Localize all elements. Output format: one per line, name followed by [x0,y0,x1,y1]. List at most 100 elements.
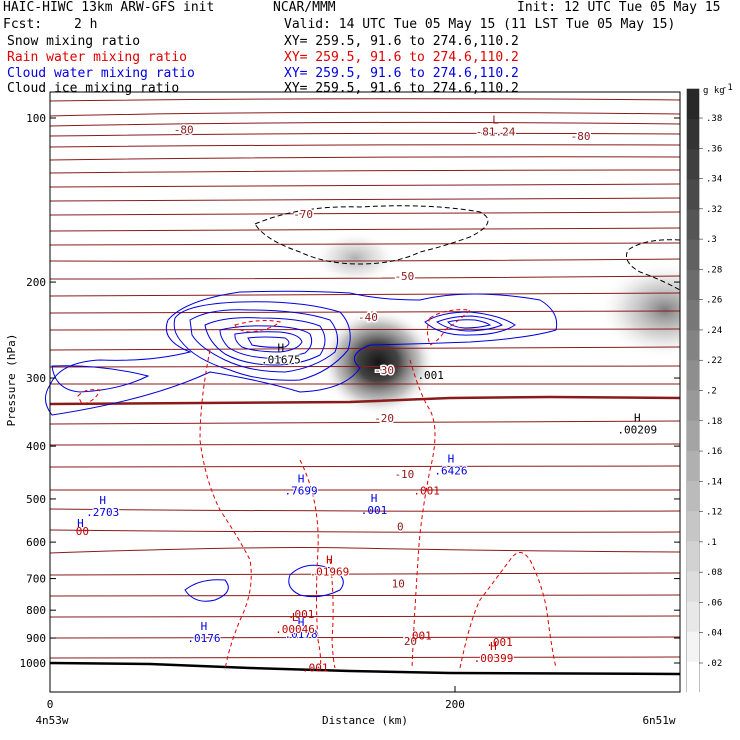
extremum-marker: H [298,472,305,485]
contour-label: .001 [361,504,388,517]
colorbar-step [687,511,699,542]
rain-water-contours [77,309,557,671]
x-tick-label: 0 [47,698,54,711]
colorbar-tick-label: .14 [706,477,722,487]
isotherm-line [50,420,680,425]
isotherm-label: 0 [397,521,404,534]
rain-water-contour [299,459,322,671]
cloud-water-contour [288,564,344,598]
x-axis: 0 200 [47,686,465,711]
colorbar-step [687,631,699,663]
isotherm-line [50,132,680,137]
terrain-line [49,661,681,676]
isotherm-line [50,121,680,127]
field-xy-rain: XY= 259.5, 91.6 to 274.6,110.2 [284,50,519,65]
isotherm-line [50,443,680,446]
rain-water-contour [77,389,101,405]
isotherm-label: -30 [374,364,394,377]
contour-label: 00 [76,525,89,538]
cloud-water-contour [184,579,229,602]
init-time: Init: 12 UTC Tue 05 May 15 [517,0,721,15]
rain-water-contour [459,552,557,669]
y-tick-label: 200 [26,276,46,289]
fcst-label: Fcst: [3,17,43,32]
colorbar-step [687,179,699,211]
isotherm-line [50,227,680,232]
colorbar-step [687,390,699,422]
colorbar-step [687,89,699,120]
colorbar-tick-label: .18 [706,417,722,427]
isotherm-label: -70 [293,208,313,221]
colorbar-tick-label: .36 [706,144,722,154]
snow-shade-right [597,260,680,360]
field-name-rain: Rain water mixing ratio [7,50,188,65]
colorbar-step [687,420,699,452]
colorbar-tick-label: .1 [706,538,717,548]
extremum-marker: H [326,554,333,567]
isotherm-label: 10 [392,578,405,591]
isotherm-label: -40 [358,311,378,324]
cloud-ice-contour [254,205,489,265]
colorbar-step [687,541,699,572]
y-tick-label: 300 [26,372,46,385]
colorbar-step [687,450,699,482]
isotherm-line [50,258,680,262]
colorbar-tick-label: .06 [706,598,722,608]
colorbar-step [687,661,699,693]
extremum-marker: H [634,412,641,425]
colorbar-step [687,209,699,241]
rain-water-contour [409,359,436,669]
cloud-ice-contours [254,205,681,291]
extremum-value: .00209 [617,424,657,437]
colorbar-tick-label: .2 [706,387,717,397]
isotherm-line [50,489,680,491]
cloud-ice-contour [626,239,681,291]
colorbar-unit-sup: -1 [722,83,733,93]
colorbar-step [687,480,699,512]
isotherm-lines [50,98,680,659]
valid-time: Valid: 14 UTC Tue 05 May 15 (11 LST Tue … [284,17,676,32]
cloud-water-contour [435,315,504,332]
colorbar-tick-label: .26 [706,296,722,306]
isotherm-label: -20 [374,412,394,425]
isotherm-line [50,615,680,618]
colorbar-tick-label: .32 [706,205,722,215]
extremum-marker: H [201,620,208,633]
extremum-value: .0176 [187,632,220,645]
isotherm-label: -80 [174,124,194,137]
extremum-value: .0178 [285,628,318,641]
left-point-label: 4n53w [35,714,68,727]
extremum-value: .00399 [474,652,514,665]
y-tick-label: 500 [26,493,46,506]
colorbar-tick-label: .12 [706,508,722,518]
rain-water-contour [199,349,252,671]
isotherm-line [50,572,680,576]
extremum-value: .2703 [86,506,119,519]
contour-label: .001 [302,662,329,675]
isotherm-line [50,636,680,639]
cloud-water-contour [204,317,326,366]
field-xy-snow: XY= 259.5, 91.6 to 274.6,110.2 [284,34,519,49]
isotherm-line [50,365,680,368]
rain-water-contour [329,559,336,669]
isotherm-line [50,395,680,406]
cloud-water-contour [234,331,303,353]
isotherm-label: -50 [394,270,414,283]
colorbar-step [687,360,699,391]
isotherm-line [50,197,680,202]
isotherm-line [50,211,680,216]
fcst-value: 2 h [74,17,98,32]
isotherm-line [50,383,680,385]
extremum-value: .00046 [275,623,315,636]
colorbar-tick-label: .02 [706,659,722,669]
y-tick-label: 900 [26,632,46,645]
cloud-water-contours [45,290,558,602]
snow-shade-core [320,308,436,416]
contour-label: .001 [405,629,432,642]
isotherm-line [50,310,680,314]
isotherm-line [50,144,680,148]
contour-label: .001 [486,636,513,649]
y-tick-label: 100 [26,112,46,125]
contour-label: H [77,517,84,530]
